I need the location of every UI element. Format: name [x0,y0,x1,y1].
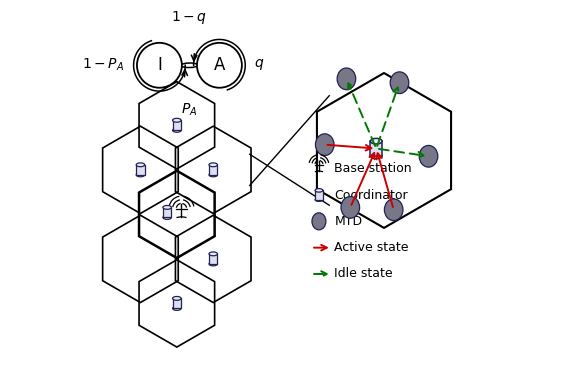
Bar [172,120,181,130]
Ellipse shape [163,216,172,219]
Ellipse shape [419,145,438,167]
Circle shape [197,43,242,88]
Ellipse shape [370,138,382,144]
Ellipse shape [136,163,145,167]
Text: $1 - q$: $1 - q$ [171,9,207,26]
Ellipse shape [163,206,172,209]
Text: $P_A$: $P_A$ [181,101,197,118]
Ellipse shape [370,153,382,159]
Ellipse shape [172,307,181,310]
Bar [136,165,145,175]
Ellipse shape [172,128,181,132]
Text: Coordinator: Coordinator [335,188,408,202]
Ellipse shape [337,68,356,90]
Ellipse shape [209,252,217,256]
Bar [209,165,217,175]
Text: I: I [157,56,162,74]
Ellipse shape [209,262,217,266]
Ellipse shape [172,118,181,122]
Ellipse shape [390,72,409,94]
Ellipse shape [136,173,145,177]
Bar [163,207,172,218]
Text: A: A [214,56,225,74]
Ellipse shape [209,173,217,177]
Ellipse shape [315,189,323,192]
Ellipse shape [341,197,360,218]
Text: Active state: Active state [335,241,409,254]
Text: Base station: Base station [335,162,412,175]
Bar [315,190,323,200]
Text: MTD: MTD [335,215,363,228]
Ellipse shape [384,199,403,221]
Text: Idle state: Idle state [335,268,393,280]
Ellipse shape [172,296,181,300]
Bar [209,254,217,264]
Bar [172,298,181,308]
Circle shape [137,43,182,88]
Bar [370,141,382,156]
Text: $q$: $q$ [254,57,264,72]
Ellipse shape [315,198,323,201]
Text: $1 - P_A$: $1 - P_A$ [83,56,125,73]
Ellipse shape [209,163,217,167]
Ellipse shape [312,213,326,230]
Ellipse shape [315,134,334,156]
